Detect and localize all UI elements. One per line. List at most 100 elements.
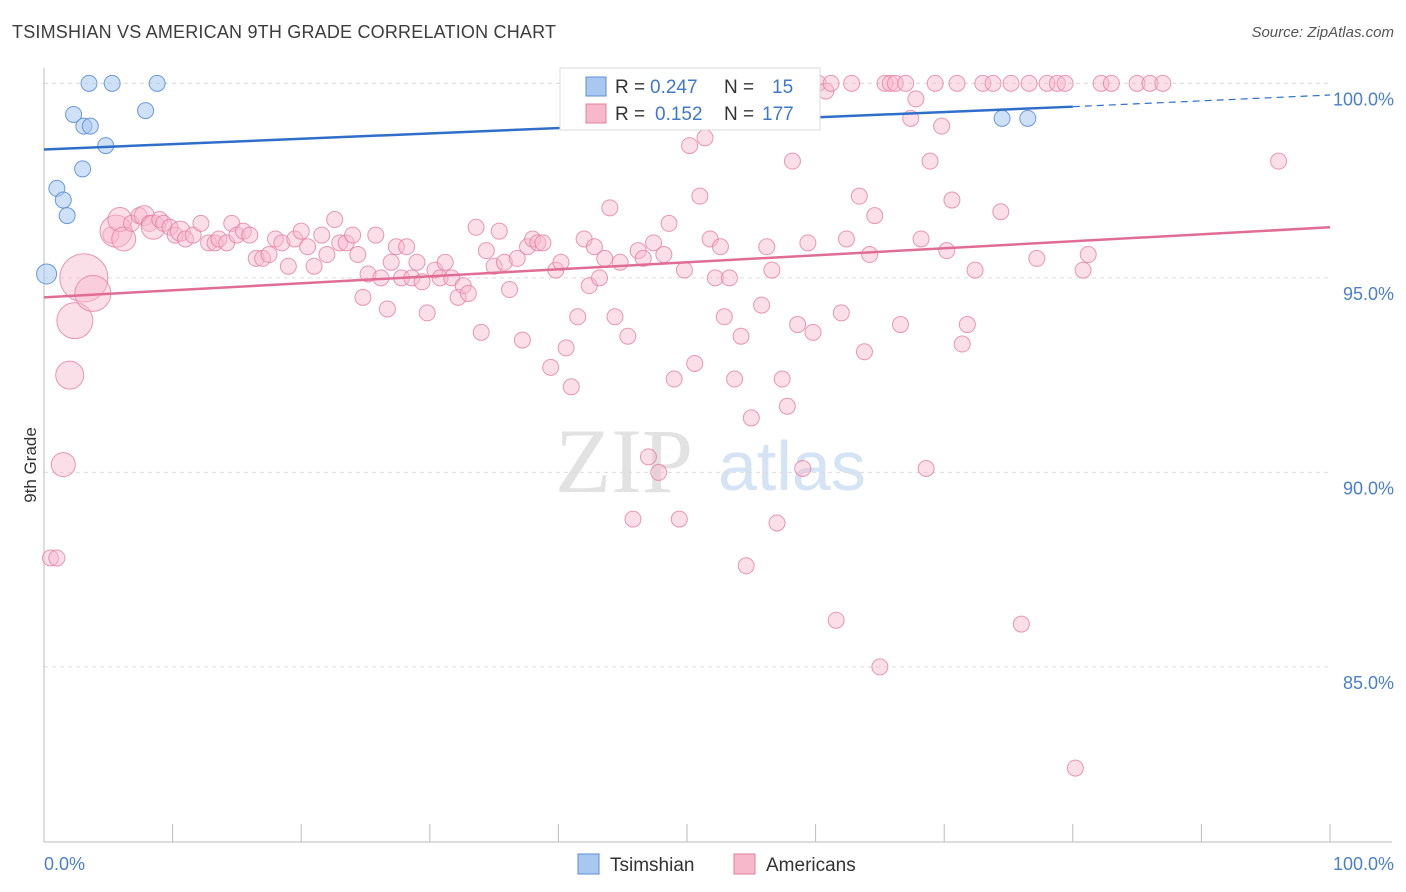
americans-point (1079, 246, 1097, 264)
americans-point (1012, 615, 1030, 633)
americans-point (681, 137, 699, 155)
y-tick-label: 100.0% (1333, 89, 1394, 109)
americans-point (886, 74, 904, 92)
legend-swatch-tsimshian (585, 76, 607, 97)
americans-point (763, 261, 781, 279)
source-credit: Source: ZipAtlas.com (1251, 24, 1394, 41)
americans-point (984, 74, 1002, 92)
americans-point (1102, 74, 1120, 92)
x-tick-label: 100.0% (1333, 854, 1394, 874)
americans-point (1038, 74, 1056, 92)
americans-point (958, 316, 976, 334)
americans-point (655, 246, 673, 264)
legend-r-label-americans: R = (615, 104, 645, 125)
americans-point (619, 327, 637, 345)
americans-point (292, 222, 310, 240)
americans-point (557, 339, 575, 357)
bottom-legend: Tsimshian Americans (577, 853, 856, 876)
americans-point (926, 74, 944, 92)
americans-point (436, 253, 454, 271)
americans-point (992, 203, 1010, 221)
americans-point (477, 242, 495, 260)
americans-point (634, 249, 652, 267)
tsimshian-point (137, 102, 155, 120)
x-tick-labels: 0.0% 100.0% (44, 854, 1394, 874)
americans-point (606, 308, 624, 326)
y-tick-label: 90.0% (1343, 478, 1394, 498)
americans-point (778, 397, 796, 415)
x-tick-label: 0.0% (44, 854, 85, 874)
grid-lines (44, 82, 1330, 668)
americans-point (1066, 759, 1084, 777)
tsimshian-point (80, 74, 98, 92)
americans-point (855, 343, 873, 361)
americans-point (318, 246, 336, 264)
americans-point (650, 463, 668, 481)
chart-title: TSIMSHIAN VS AMERICAN 9TH GRADE CORRELAT… (12, 22, 557, 42)
americans-point (1028, 249, 1046, 267)
y-axis-label: 9th Grade (21, 427, 40, 503)
americans-point (966, 261, 984, 279)
y-tick-label: 85.0% (1343, 673, 1394, 693)
bottom-legend-label-americans: Americans (766, 855, 856, 876)
americans-point (331, 234, 349, 252)
bottom-legend-swatch-tsimshian (577, 853, 600, 875)
americans-point (41, 549, 59, 567)
americans-point (495, 253, 513, 271)
americans-point (542, 358, 560, 376)
americans-point (1128, 74, 1146, 92)
americans-point (569, 308, 587, 326)
axes (43, 68, 1392, 843)
americans-point (837, 230, 855, 248)
y-tick-labels: 85.0% 90.0% 95.0% 100.0% (1333, 89, 1394, 693)
americans-point (912, 230, 930, 248)
americans-point (378, 300, 396, 318)
americans-point (601, 199, 619, 217)
americans-point (176, 230, 194, 248)
americans-point (773, 370, 791, 388)
americans-point (200, 234, 218, 252)
americans-point (55, 360, 85, 390)
americans-point (501, 281, 519, 299)
legend-n-value-tsimshian: 15 (772, 77, 793, 98)
americans-point (459, 284, 477, 302)
tsimshian-points (36, 74, 1037, 285)
americans-point (467, 218, 485, 236)
americans-point (861, 246, 879, 264)
americans-point (313, 226, 331, 244)
bottom-legend-label-tsimshian: Tsimshian (610, 855, 694, 876)
americans-point (349, 246, 367, 264)
americans-point (876, 74, 894, 92)
americans-point (953, 335, 971, 353)
americans-point (192, 214, 210, 232)
americans-point (472, 323, 490, 341)
americans-point (794, 460, 812, 478)
americans-point (706, 269, 724, 287)
americans-point (611, 253, 629, 271)
americans-point (665, 370, 683, 388)
americans-point (1154, 74, 1172, 92)
americans-point (726, 370, 744, 388)
americans-point (344, 226, 362, 244)
tsimshian-point (65, 105, 83, 123)
tsimshian-point (993, 109, 1011, 127)
americans-point (691, 187, 709, 205)
bottom-legend-swatch-americans (733, 853, 756, 875)
americans-points (41, 74, 1288, 777)
americans-point (305, 257, 323, 275)
americans-point (720, 269, 738, 287)
americans-point (822, 74, 840, 92)
americans-trend-line (43, 226, 1331, 299)
tsimshian-point (36, 263, 58, 285)
americans-point (562, 378, 580, 396)
legend-n-label-tsimshian: N = (724, 77, 754, 98)
legend-n-value-americans: 177 (762, 104, 794, 125)
tsimshian-point (74, 160, 92, 178)
americans-point (1092, 74, 1110, 92)
americans-point (387, 238, 405, 256)
trend-lines (43, 94, 1331, 299)
americans-point (382, 253, 400, 271)
americans-point (866, 207, 884, 225)
americans-point (799, 234, 817, 252)
americans-point (591, 269, 609, 287)
